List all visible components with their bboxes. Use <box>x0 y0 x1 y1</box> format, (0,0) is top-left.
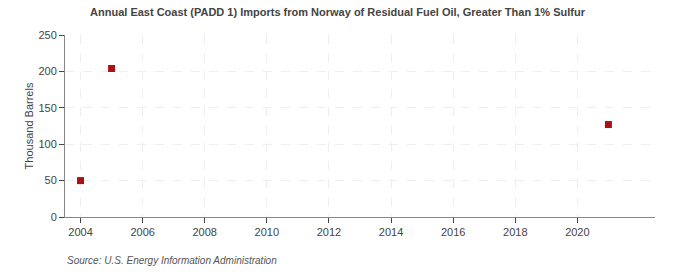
svg-text:2018: 2018 <box>503 226 527 238</box>
svg-text:2004: 2004 <box>68 226 92 238</box>
svg-text:2010: 2010 <box>255 226 279 238</box>
svg-text:2008: 2008 <box>192 226 216 238</box>
svg-text:2016: 2016 <box>441 226 465 238</box>
svg-text:2006: 2006 <box>130 226 154 238</box>
svg-text:2014: 2014 <box>379 226 403 238</box>
svg-text:200: 200 <box>38 65 56 77</box>
svg-text:150: 150 <box>38 102 56 114</box>
svg-text:Annual East Coast (PADD 1) Imp: Annual East Coast (PADD 1) Imports from … <box>90 6 586 18</box>
svg-text:0: 0 <box>51 211 57 223</box>
svg-text:50: 50 <box>45 174 57 186</box>
svg-text:2012: 2012 <box>317 226 341 238</box>
svg-text:Source: U.S. Energy Informatio: Source: U.S. Energy Information Administ… <box>67 255 277 266</box>
svg-text:250: 250 <box>38 29 56 41</box>
svg-text:2020: 2020 <box>565 226 589 238</box>
svg-text:100: 100 <box>38 138 56 150</box>
svg-text:Thousand Barrels: Thousand Barrels <box>23 82 35 169</box>
